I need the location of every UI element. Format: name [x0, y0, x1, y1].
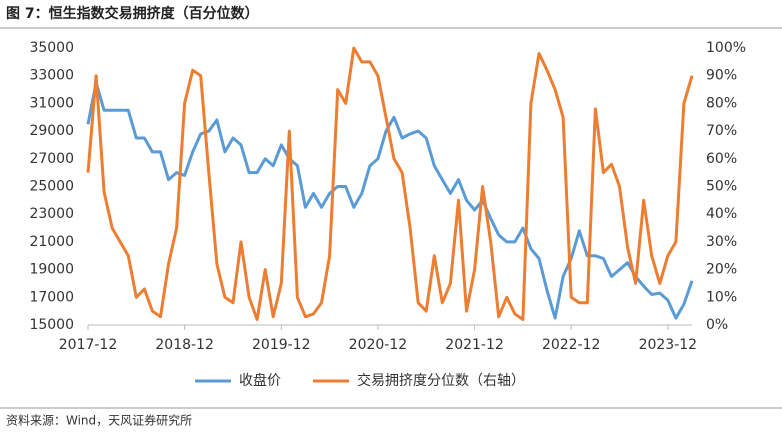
y-tick-label: 29000 [29, 123, 74, 139]
x-tick-label: 2018-12 [155, 337, 214, 353]
y-tick-label: 15000 [29, 317, 74, 333]
y2-tick-label: 80% [706, 95, 737, 111]
y-tick-label: 19000 [29, 262, 74, 278]
y-tick-label: 27000 [29, 151, 74, 167]
x-tick-label: 2021-12 [445, 337, 504, 353]
x-tick-label: 2023-12 [639, 337, 698, 353]
x-tick-label: 2020-12 [349, 337, 408, 353]
y-tick-label: 23000 [29, 206, 74, 222]
y2-tick-label: 90% [706, 68, 737, 84]
source: 资料来源：Wind，天风证券研究所 [6, 413, 192, 428]
y-tick-label: 17000 [29, 289, 74, 305]
y2-tick-label: 20% [706, 262, 737, 278]
y2-tick-label: 0% [706, 317, 728, 333]
y-tick-label: 25000 [29, 179, 74, 195]
series-line [86, 46, 694, 321]
y2-tick-label: 40% [706, 206, 737, 222]
legend-label: 交易拥挤度分位数（右轴） [357, 372, 525, 389]
y2-tick-label: 60% [706, 151, 737, 167]
chart-title: 图 7：恒生指数交易拥挤度（百分位数） [6, 5, 259, 22]
y2-tick-label: 30% [706, 234, 737, 250]
y2-tick-label: 100% [706, 40, 746, 56]
x-tick-label: 2017-12 [59, 337, 118, 353]
y2-tick-label: 70% [706, 123, 737, 139]
y-tick-label: 21000 [29, 234, 74, 250]
x-tick-label: 2019-12 [252, 337, 311, 353]
x-tick-label: 2022-12 [542, 337, 601, 353]
series-line [86, 81, 694, 320]
y2-tick-label: 10% [706, 289, 737, 305]
y-tick-label: 33000 [29, 68, 74, 84]
y-tick-label: 35000 [29, 40, 74, 56]
y-tick-label: 31000 [29, 95, 74, 111]
legend-label: 收盘价 [239, 372, 281, 389]
y2-tick-label: 50% [706, 179, 737, 195]
